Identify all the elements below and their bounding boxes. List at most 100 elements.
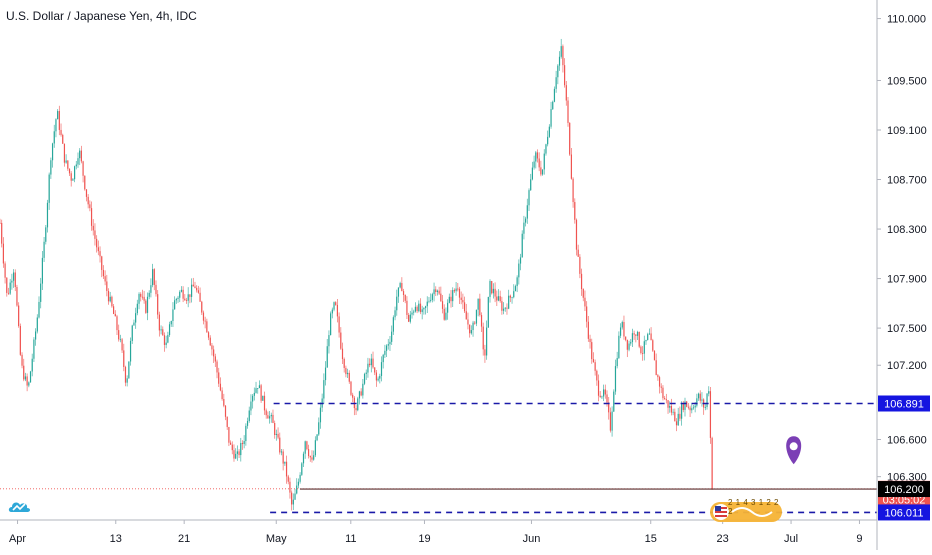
candle-body [662, 387, 664, 399]
candle-body [163, 335, 166, 345]
candle-body [375, 372, 378, 381]
candle-body [65, 160, 67, 163]
candle-body [262, 395, 264, 401]
candle-body [560, 46, 562, 57]
candle-body [60, 129, 62, 135]
candle-body [426, 301, 428, 307]
candle-body [382, 354, 384, 363]
candle-body [655, 360, 657, 376]
candle-body [260, 385, 262, 401]
candle-body [38, 301, 40, 318]
candle-body [331, 309, 333, 314]
candle-body [582, 289, 584, 298]
candle-body [509, 295, 511, 298]
candle-body [204, 320, 206, 322]
candle-body [140, 293, 142, 297]
candle-body [363, 373, 366, 384]
candle-body [609, 412, 611, 431]
candle-body [336, 304, 339, 317]
candle-body [562, 46, 564, 66]
candle-body [209, 337, 211, 346]
candle-body [360, 391, 362, 396]
candle-body [706, 393, 708, 408]
candle-body [85, 189, 88, 197]
candle-body [26, 376, 28, 386]
candle-body [450, 296, 452, 302]
candle-body [533, 161, 535, 168]
map-pin-dot [789, 442, 798, 451]
candle-body [528, 190, 530, 206]
candle-body [374, 367, 376, 373]
candle-body [350, 381, 352, 395]
candle-body [70, 173, 72, 181]
candle-body [175, 299, 177, 301]
us-flag-badge-icon[interactable]: 2 1 4 3 1 2 2 2 [710, 498, 782, 524]
candle-body [138, 293, 140, 304]
candle-body [630, 342, 632, 344]
candle-body [48, 174, 50, 203]
candle-body [467, 319, 469, 325]
candle-body [687, 406, 689, 408]
candle-body [402, 291, 405, 295]
candle-body [482, 326, 484, 350]
candle-body [250, 401, 252, 411]
candle-body [523, 222, 525, 234]
candle-body [518, 263, 520, 278]
price-label-text: 106.011 [885, 507, 924, 519]
candle-body [669, 405, 671, 408]
candle-body [148, 292, 150, 297]
flag-badge-graphic [710, 502, 782, 522]
candle-body [657, 375, 659, 378]
candle-body [55, 119, 57, 132]
candle-body [92, 225, 94, 231]
candle-body [474, 322, 476, 324]
candle-body [75, 164, 77, 167]
candle-body [113, 306, 115, 314]
candle-body [352, 394, 354, 398]
candle-body [564, 65, 566, 86]
candle-body [416, 306, 418, 312]
candle-body [309, 456, 311, 458]
candle-body [252, 395, 254, 402]
candle-body [57, 111, 59, 120]
candle-body [401, 283, 403, 292]
candle-body [109, 296, 111, 302]
candle-body [504, 307, 506, 309]
candle-body [545, 144, 547, 154]
candle-body [274, 423, 276, 435]
y-tick-label: 108.700 [887, 175, 927, 187]
candle-body [58, 111, 60, 130]
candle-body [226, 416, 228, 427]
candle-body [301, 463, 303, 475]
x-tick-label: 19 [418, 533, 430, 545]
candle-body [575, 219, 578, 250]
candle-body [62, 134, 64, 144]
candle-body [99, 251, 101, 257]
candle-body [184, 298, 186, 301]
candle-body [579, 256, 581, 274]
candle-body [604, 389, 606, 395]
candle-body [587, 321, 589, 339]
candle-body [118, 330, 120, 340]
candle-body [104, 276, 106, 282]
candle-body [223, 399, 225, 406]
candle-body [165, 342, 167, 345]
candle-body [423, 307, 425, 310]
candle-body [97, 247, 99, 252]
candle-body [421, 309, 423, 313]
candle-body [684, 401, 686, 410]
marker[interactable] [786, 436, 802, 465]
candle-body [701, 399, 703, 401]
candle-body [586, 306, 588, 322]
candle-body [514, 286, 517, 292]
tradingview-cloud-icon[interactable] [6, 494, 32, 520]
candle-body [167, 335, 169, 343]
candle-body [494, 288, 496, 297]
candle-body [265, 410, 267, 416]
x-tick-label: May [266, 533, 287, 545]
candle-body [462, 299, 464, 303]
candle-body [94, 230, 96, 239]
candle-body [496, 296, 498, 301]
candle-body [565, 85, 567, 101]
